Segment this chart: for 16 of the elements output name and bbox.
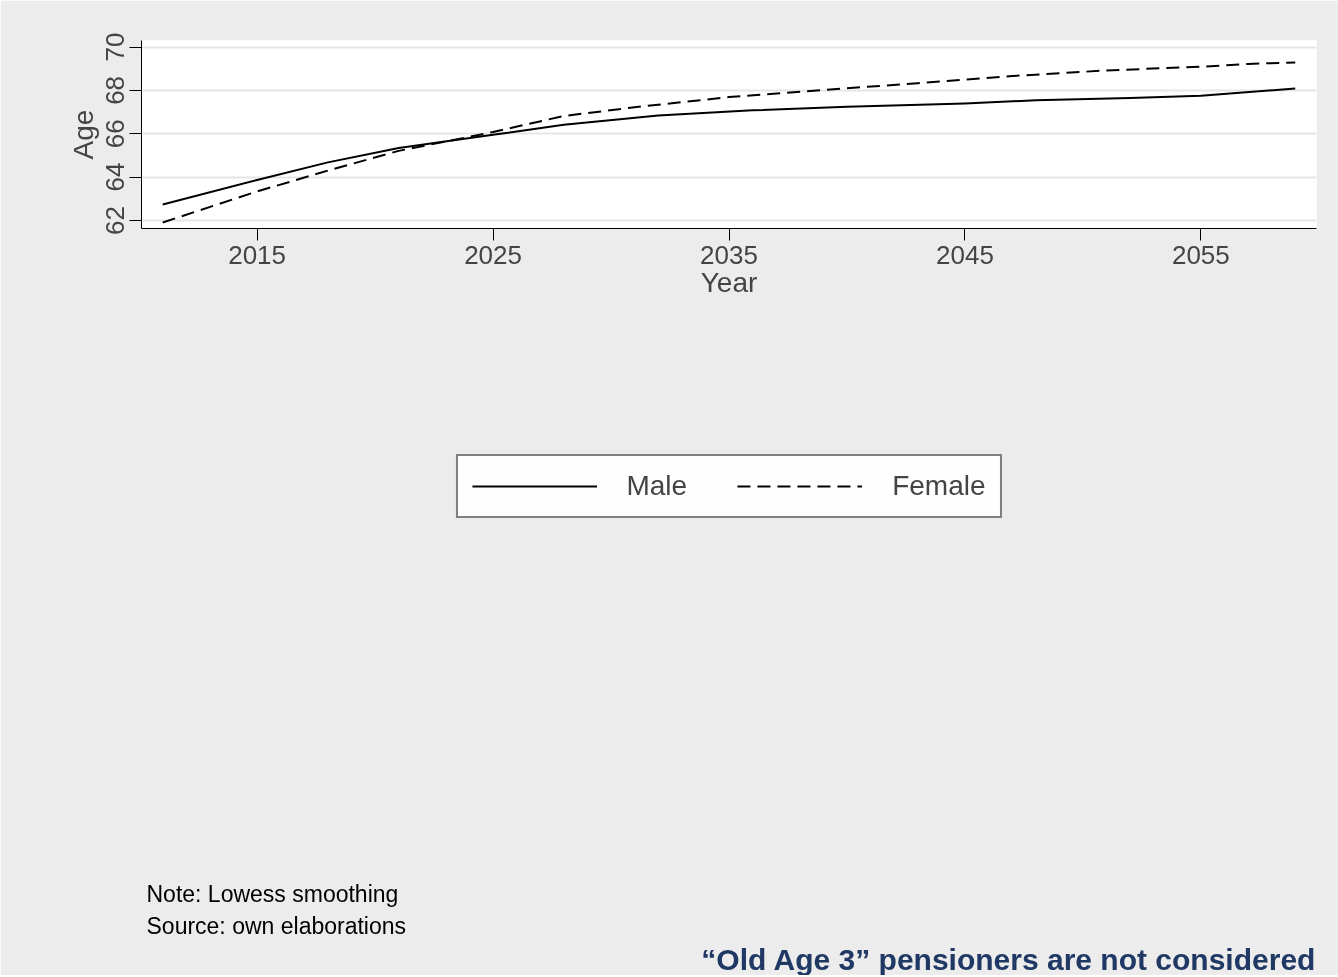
text: Note: Lowess smoothing xyxy=(146,880,399,907)
x-tick-label: 2015 xyxy=(228,239,287,270)
x-tick-label: 2055 xyxy=(1171,239,1230,270)
legend-label: Female xyxy=(892,469,986,502)
y-axis-title: Age xyxy=(67,109,99,160)
line-series xyxy=(161,61,1297,224)
y-tick-label: 66 xyxy=(100,119,131,149)
legend-label: Male xyxy=(626,469,688,502)
x-tick-label: 2045 xyxy=(936,239,994,270)
y-tick-label: 70 xyxy=(100,32,131,62)
text: “Old Age 3” pensioners are not considered xyxy=(701,942,1316,976)
x-tick-label: 2025 xyxy=(464,239,522,270)
y-tick-label: 68 xyxy=(100,75,131,105)
y-tick-label: 64 xyxy=(100,162,131,192)
y-tick-label: 62 xyxy=(100,206,131,235)
source-note: Source: own elaborations xyxy=(146,912,407,939)
